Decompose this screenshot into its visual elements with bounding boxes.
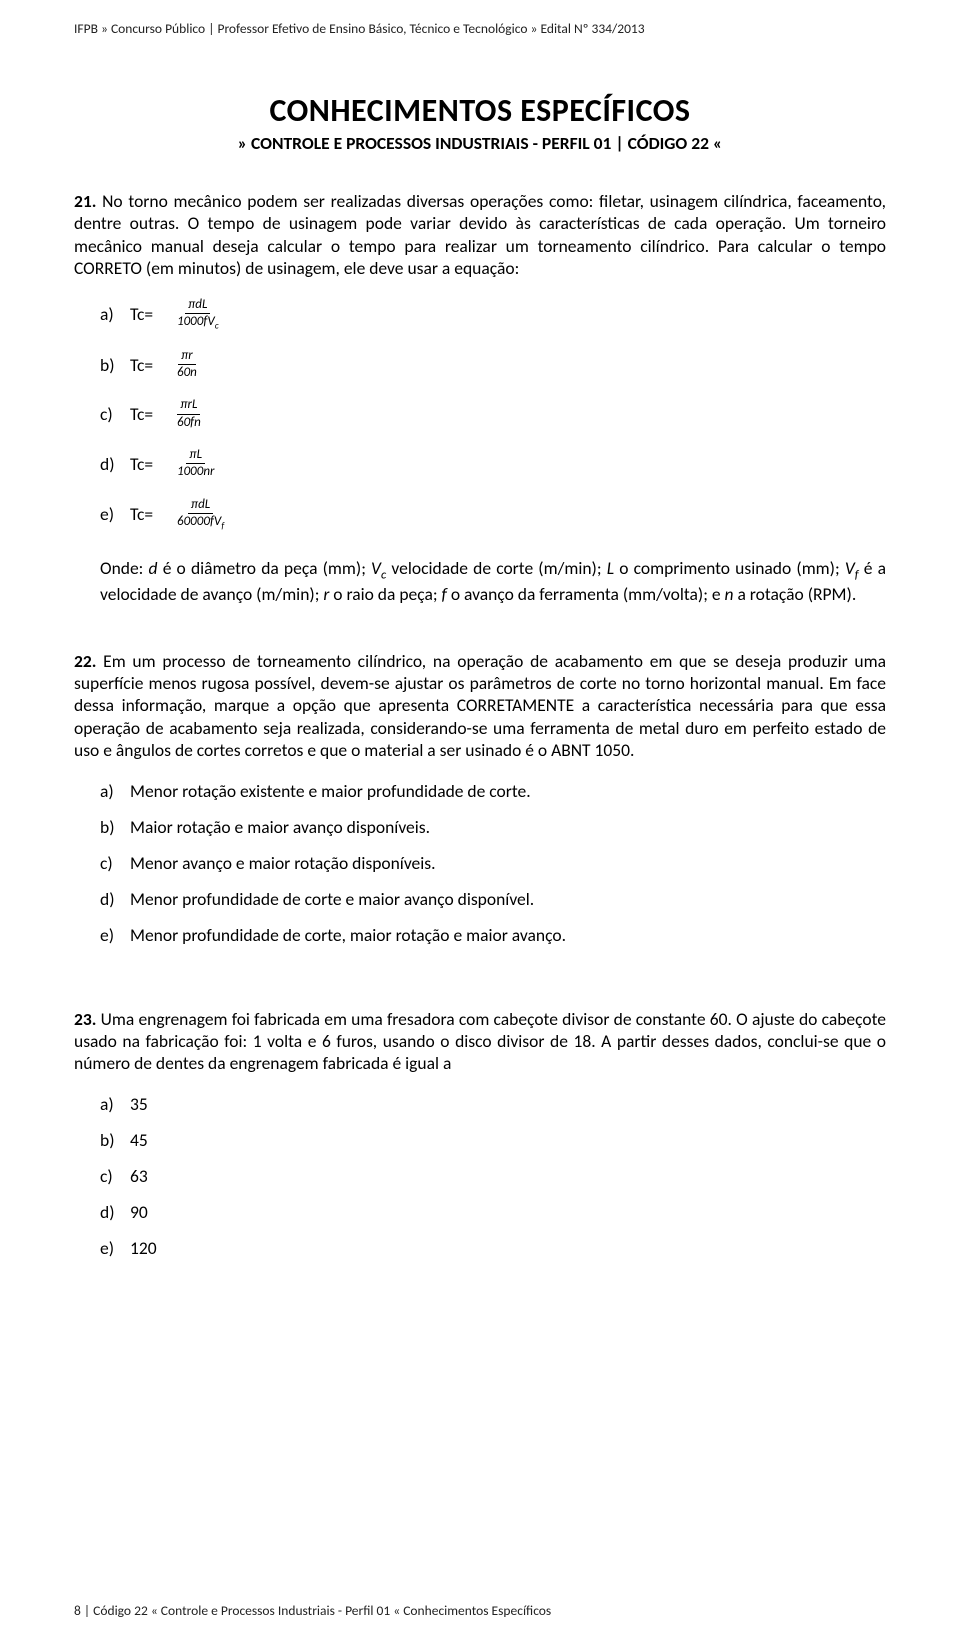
fraction-numerator: πdL <box>185 298 210 314</box>
option-letter: e) <box>100 924 130 946</box>
page-header: IFPB » Concurso Público | Professor Efet… <box>74 20 886 37</box>
option-b: b) 45 <box>100 1129 886 1151</box>
question-21: 21. No torno mecânico podem ser realizad… <box>74 190 886 280</box>
option-e: e) Menor profundidade de corte, maior ro… <box>100 924 886 946</box>
option-letter: a) <box>100 1093 130 1115</box>
option-letter: a) <box>100 780 130 802</box>
option-d: d) Menor profundidade de corte e maior a… <box>100 888 886 910</box>
option-c: c) 63 <box>100 1165 886 1187</box>
fraction-denominator: 1000fVc <box>174 314 222 331</box>
option-text: 45 <box>130 1129 886 1151</box>
question-23-options: a) 35 b) 45 c) 63 d) 90 e) 120 <box>100 1093 886 1259</box>
option-e: e) Tc= πdL 60000fVf <box>100 498 886 531</box>
fraction-denominator: 60fn <box>174 415 204 430</box>
option-c: c) Tc= πrL 60fn <box>100 398 886 430</box>
question-22: 22. Em um processo de torneamento cilínd… <box>74 650 886 762</box>
subtitle: » CONTROLE E PROCESSOS INDUSTRIAIS - PER… <box>74 132 886 154</box>
option-tc: Tc= <box>130 453 174 475</box>
option-letter: c) <box>100 403 130 425</box>
option-text: Menor rotação existente e maior profundi… <box>130 780 886 802</box>
option-text: 90 <box>130 1201 886 1223</box>
fraction: πr 60n <box>174 349 200 381</box>
fraction-numerator: πdL <box>188 498 213 514</box>
option-text: 63 <box>130 1165 886 1187</box>
fraction: πrL 60fn <box>174 398 204 430</box>
fraction-numerator: πr <box>178 349 196 365</box>
option-tc: Tc= <box>130 503 174 525</box>
main-title: CONHECIMENTOS ESPECÍFICOS <box>74 91 886 130</box>
page: IFPB » Concurso Público | Professor Efet… <box>0 0 960 1641</box>
option-letter: c) <box>100 1165 130 1187</box>
option-letter: d) <box>100 453 130 475</box>
question-21-explanation: Onde: d é o diâmetro da peça (mm); Vc ve… <box>100 557 886 606</box>
option-text: Menor profundidade de corte, maior rotaç… <box>130 924 886 946</box>
question-23: 23. Uma engrenagem foi fabricada em uma … <box>74 1008 886 1075</box>
option-b: b) Tc= πr 60n <box>100 349 886 381</box>
option-b: b) Maior rotação e maior avanço disponív… <box>100 816 886 838</box>
option-letter: d) <box>100 1201 130 1223</box>
option-c: c) Menor avanço e maior rotação disponív… <box>100 852 886 874</box>
fraction-numerator: πL <box>186 448 205 464</box>
option-a: a) Menor rotação existente e maior profu… <box>100 780 886 802</box>
page-footer: 8 | Código 22 « Controle e Processos Ind… <box>74 1602 551 1619</box>
option-letter: c) <box>100 852 130 874</box>
fraction-denominator: 1000nr <box>174 464 218 479</box>
question-number: 22. <box>74 650 96 672</box>
option-letter: a) <box>100 303 130 325</box>
question-number: 23. <box>74 1008 96 1030</box>
option-tc: Tc= <box>130 303 174 325</box>
question-number: 21. <box>74 190 96 212</box>
option-text: 120 <box>130 1237 886 1259</box>
question-22-options: a) Menor rotação existente e maior profu… <box>100 780 886 946</box>
option-letter: d) <box>100 888 130 910</box>
option-d: d) Tc= πL 1000nr <box>100 448 886 480</box>
option-letter: b) <box>100 354 130 376</box>
option-letter: e) <box>100 503 130 525</box>
fraction: πdL 60000fVf <box>174 498 227 531</box>
fraction-denominator: 60000fVf <box>174 514 227 531</box>
option-letter: e) <box>100 1237 130 1259</box>
option-d: d) 90 <box>100 1201 886 1223</box>
option-letter: b) <box>100 1129 130 1151</box>
option-text: 35 <box>130 1093 886 1115</box>
fraction: πdL 1000fVc <box>174 298 222 331</box>
question-text: Uma engrenagem foi fabricada em uma fres… <box>74 1008 886 1075</box>
option-a: a) Tc= πdL 1000fVc <box>100 298 886 331</box>
fraction-denominator: 60n <box>174 365 200 380</box>
option-a: a) 35 <box>100 1093 886 1115</box>
question-text: Em um processo de torneamento cilíndrico… <box>74 650 886 762</box>
question-text: No torno mecânico podem ser realizadas d… <box>74 190 886 279</box>
option-text: Maior rotação e maior avanço disponíveis… <box>130 816 886 838</box>
option-letter: b) <box>100 816 130 838</box>
option-tc: Tc= <box>130 354 174 376</box>
option-tc: Tc= <box>130 403 174 425</box>
fraction-numerator: πrL <box>177 398 200 414</box>
option-e: e) 120 <box>100 1237 886 1259</box>
option-text: Menor avanço e maior rotação disponíveis… <box>130 852 886 874</box>
question-21-options: a) Tc= πdL 1000fVc b) Tc= πr 60n c) Tc= … <box>100 298 886 531</box>
fraction: πL 1000nr <box>174 448 218 480</box>
option-text: Menor profundidade de corte e maior avan… <box>130 888 886 910</box>
